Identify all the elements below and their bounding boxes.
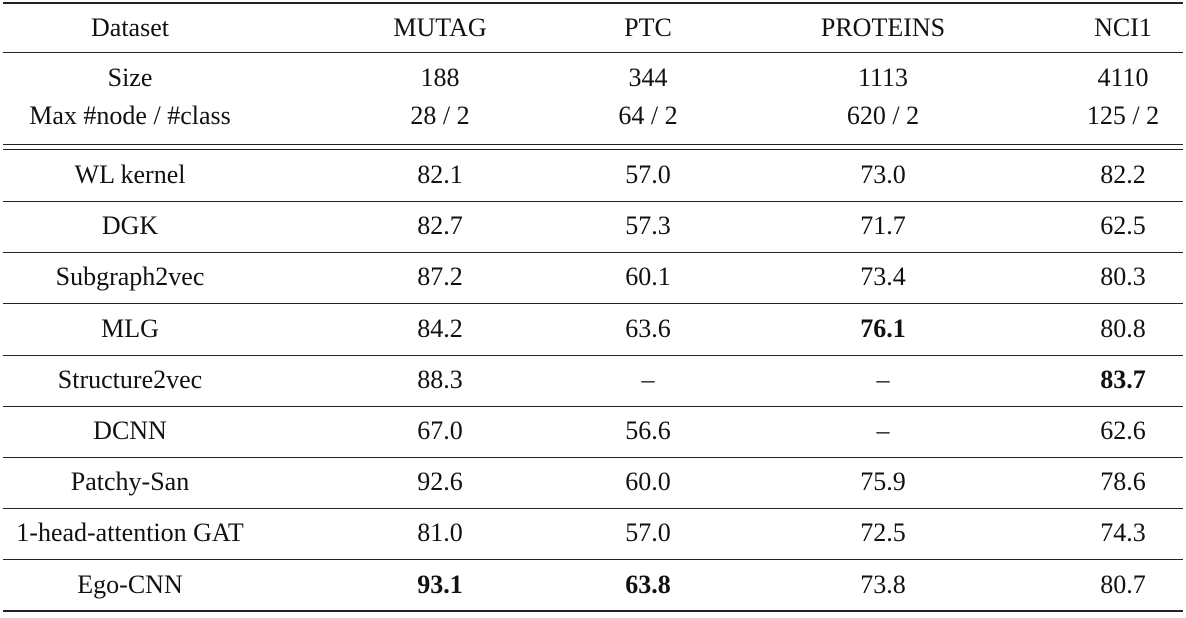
info-cell: 28 / 2 bbox=[410, 101, 470, 130]
top-rule bbox=[3, 2, 1183, 4]
info-cell: Size bbox=[107, 63, 153, 92]
score-cell: 62.6 bbox=[1100, 416, 1146, 445]
method-name: Structure2vec bbox=[57, 364, 203, 394]
score-cell: 73.4 bbox=[860, 262, 906, 292]
method-name: 1-head-attention GAT bbox=[16, 518, 244, 548]
column-header: Dataset bbox=[91, 13, 169, 42]
info-cell: 64 / 2 bbox=[618, 101, 678, 130]
method-name: DGK bbox=[101, 211, 159, 241]
score-cell: 56.6 bbox=[625, 416, 671, 445]
column-header: MUTAG bbox=[393, 13, 487, 42]
info-cell: Max #node / #class bbox=[29, 101, 231, 130]
score-cell: 73.8 bbox=[860, 569, 906, 599]
score-cell: 84.2 bbox=[417, 313, 463, 343]
row-rule bbox=[3, 508, 1183, 509]
info-cell: 344 bbox=[628, 63, 668, 92]
method-name: MLG bbox=[101, 313, 159, 343]
score-cell: 81.0 bbox=[417, 518, 463, 548]
score-cell: 93.1 bbox=[417, 569, 463, 599]
score-cell: 76.1 bbox=[860, 313, 906, 343]
row-rule bbox=[3, 303, 1183, 304]
score-cell: 80.3 bbox=[1100, 262, 1146, 292]
score-cell: 57.0 bbox=[625, 518, 671, 548]
info-cell: 125 / 2 bbox=[1086, 101, 1160, 130]
score-cell: 82.1 bbox=[417, 160, 463, 189]
score-cell: 63.6 bbox=[625, 313, 671, 343]
score-cell: 62.5 bbox=[1100, 211, 1146, 241]
score-cell: 78.6 bbox=[1100, 467, 1146, 497]
column-header: PTC bbox=[624, 13, 672, 42]
row-rule bbox=[3, 201, 1183, 202]
info-cell: 620 / 2 bbox=[846, 101, 920, 130]
score-cell: 57.0 bbox=[625, 160, 671, 189]
score-cell: 60.1 bbox=[625, 262, 671, 292]
method-name: Ego-CNN bbox=[77, 569, 183, 599]
row-rule bbox=[3, 252, 1183, 253]
score-cell: 72.5 bbox=[860, 518, 906, 548]
row-rule bbox=[3, 355, 1183, 356]
score-cell: 71.7 bbox=[860, 211, 906, 241]
score-cell: 60.0 bbox=[625, 467, 671, 497]
score-cell: 92.6 bbox=[417, 467, 463, 497]
score-cell: – bbox=[876, 364, 890, 394]
score-cell: 87.2 bbox=[417, 262, 463, 292]
info-cell: 188 bbox=[420, 63, 460, 92]
score-cell: 82.7 bbox=[417, 211, 463, 241]
info-cell: 1113 bbox=[857, 63, 909, 92]
score-cell: 75.9 bbox=[860, 467, 906, 497]
method-name: DCNN bbox=[93, 416, 167, 445]
score-cell: 74.3 bbox=[1100, 518, 1146, 548]
method-name: WL kernel bbox=[74, 160, 186, 189]
score-cell: 83.7 bbox=[1100, 364, 1146, 394]
double-rule bbox=[3, 149, 1183, 150]
score-cell: 88.3 bbox=[417, 364, 463, 394]
score-cell: 82.2 bbox=[1100, 160, 1146, 189]
score-cell: 67.0 bbox=[417, 416, 463, 445]
column-header: PROTEINS bbox=[820, 13, 946, 42]
bottom-rule bbox=[3, 610, 1183, 612]
score-cell: 80.7 bbox=[1100, 569, 1146, 599]
score-cell: 73.0 bbox=[860, 160, 906, 189]
header-rule bbox=[3, 52, 1183, 53]
double-rule bbox=[3, 144, 1183, 145]
score-cell: 57.3 bbox=[625, 211, 671, 241]
row-rule bbox=[3, 406, 1183, 407]
method-name: Patchy-San bbox=[70, 467, 190, 497]
score-cell: – bbox=[641, 364, 655, 394]
row-rule bbox=[3, 457, 1183, 458]
info-cell: 4110 bbox=[1097, 63, 1149, 92]
column-header: NCI1 bbox=[1094, 13, 1152, 42]
row-rule bbox=[3, 559, 1183, 560]
score-cell: – bbox=[876, 416, 890, 445]
method-name: Subgraph2vec bbox=[55, 262, 205, 292]
score-cell: 63.8 bbox=[625, 569, 671, 599]
score-cell: 80.8 bbox=[1100, 313, 1146, 343]
